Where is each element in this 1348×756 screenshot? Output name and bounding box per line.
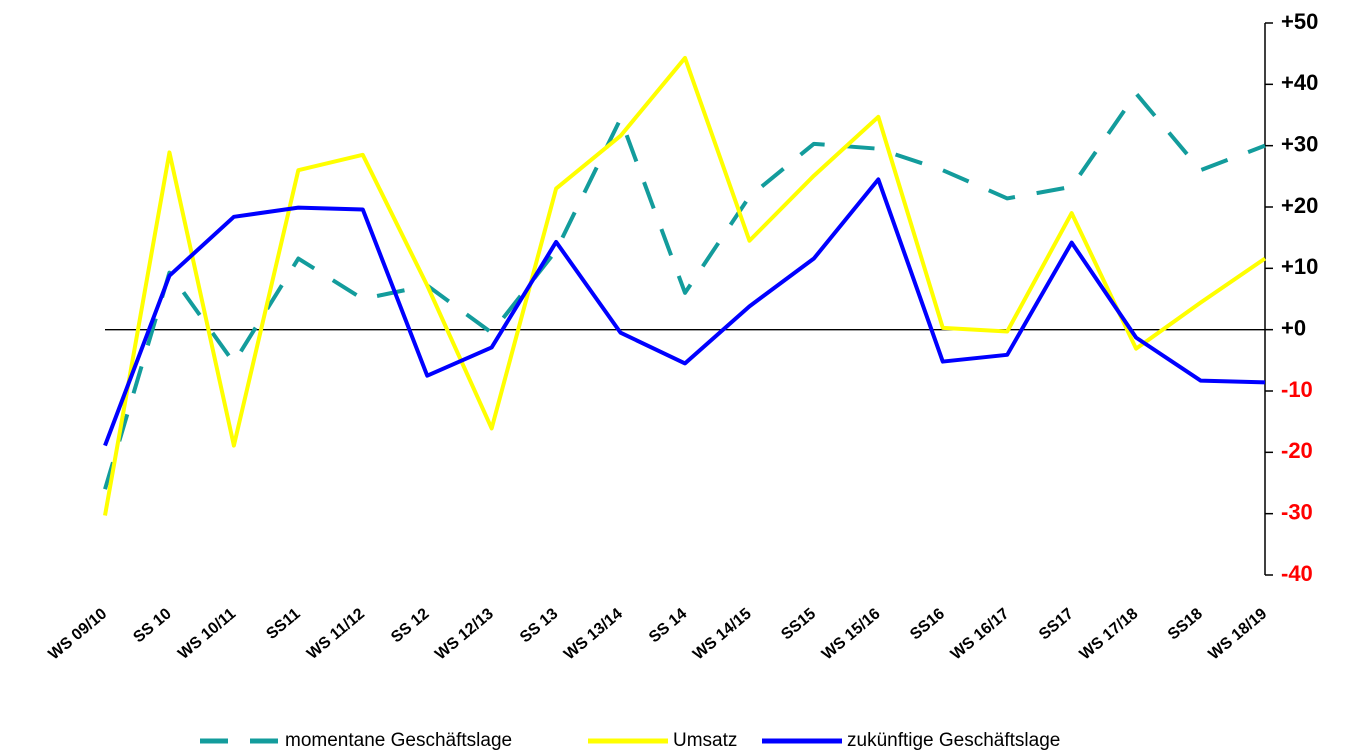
x-tick-label: WS 15/16: [819, 605, 884, 663]
x-tick-label: SS 13: [517, 605, 561, 646]
x-tick-label: SS 14: [646, 605, 690, 646]
x-tick-label: WS 09/10: [46, 605, 111, 663]
legend-label: Umsatz: [673, 730, 737, 751]
x-tick-label: WS 13/14: [561, 605, 626, 663]
y-tick-label: +10: [1281, 254, 1318, 279]
y-tick-label: -20: [1281, 438, 1313, 463]
x-tick-label: SS11: [263, 605, 303, 643]
x-tick-label: WS 17/18: [1077, 605, 1142, 663]
series-line: [103, 55, 1267, 516]
x-tick-label: WS 18/19: [1206, 605, 1271, 663]
x-tick-label: SS 10: [130, 605, 174, 646]
series-line: [103, 91, 1266, 490]
x-tick-label: WS 12/13: [432, 605, 497, 663]
x-tick-label: SS18: [1165, 605, 1206, 643]
y-tick-label: +0: [1281, 315, 1306, 340]
x-tick-label: WS 10/11: [175, 605, 239, 663]
y-tick-label: -40: [1281, 561, 1313, 586]
y-tick-label: -30: [1281, 499, 1313, 524]
y-tick-label: +50: [1281, 9, 1318, 34]
x-tick-label: WS 11/12: [304, 605, 368, 663]
x-tick-label: WS 14/15: [690, 605, 755, 663]
legend-label: zukünftige Geschäftslage: [847, 730, 1060, 751]
y-tick-label: -10: [1281, 377, 1313, 402]
x-tick-label: SS16: [907, 605, 948, 643]
y-tick-label: +30: [1281, 131, 1318, 156]
legend-label: momentane Geschäftslage: [285, 730, 512, 751]
x-tick-label: WS 16/17: [948, 605, 1013, 663]
x-tick-label: SS17: [1036, 605, 1077, 643]
x-tick-label: SS 12: [388, 605, 432, 646]
x-tick-label: SS15: [778, 605, 819, 643]
y-tick-label: +20: [1281, 193, 1318, 218]
y-tick-label: +40: [1281, 70, 1318, 95]
series-line: [103, 177, 1266, 447]
